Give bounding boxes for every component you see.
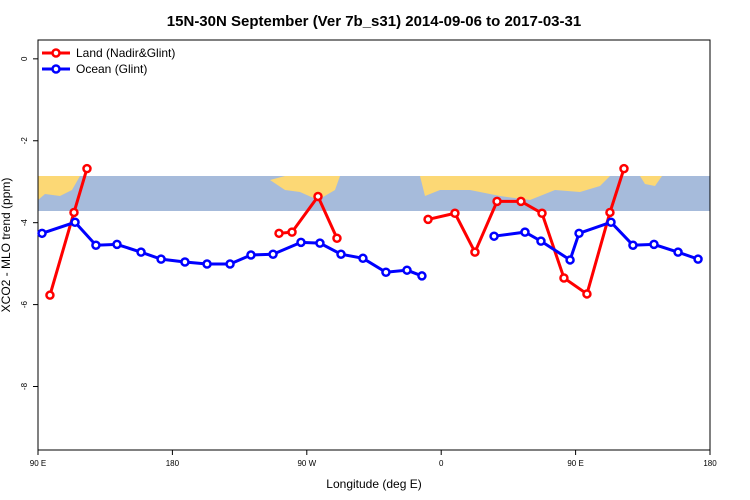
- data-point: [45, 290, 55, 300]
- data-point: [470, 247, 480, 257]
- data-point: [274, 228, 284, 239]
- data-point: [559, 273, 569, 283]
- data-point: [202, 259, 212, 269]
- data-point: [332, 233, 342, 243]
- y-tick-label: -2: [20, 137, 29, 145]
- data-point: [336, 249, 346, 259]
- data-point: [225, 259, 235, 269]
- data-point: [606, 217, 616, 228]
- legend-marker: [51, 48, 61, 58]
- data-point: [536, 236, 546, 246]
- data-point: [91, 240, 101, 250]
- data-point: [358, 253, 368, 264]
- data-point: [381, 267, 391, 277]
- data-point: [565, 255, 575, 265]
- data-point: [70, 217, 80, 228]
- x-tick-label: 0: [439, 459, 444, 468]
- x-tick-label: 180: [703, 459, 717, 468]
- y-tick-label: -4: [20, 219, 29, 227]
- data-point: [313, 191, 323, 202]
- data-point: [649, 239, 659, 250]
- data-point: [69, 207, 79, 218]
- chart-title: 15N-30N September (Ver 7b_s31) 2014-09-0…: [167, 13, 581, 30]
- legend-label: Ocean (Glint): [76, 62, 147, 76]
- data-point: [537, 208, 547, 219]
- data-point: [287, 227, 297, 237]
- data-point: [693, 254, 703, 264]
- data-point: [246, 250, 256, 260]
- data-point: [582, 289, 592, 299]
- y-tick-label: -6: [20, 300, 29, 308]
- y-tick-label: -8: [20, 382, 29, 390]
- map-strip: [38, 176, 710, 211]
- data-point: [673, 247, 683, 257]
- x-tick-label: 90 E: [567, 459, 583, 468]
- x-tick-label: 90 E: [30, 459, 46, 468]
- data-point: [37, 228, 47, 239]
- data-point: [489, 231, 499, 241]
- data-point: [112, 239, 122, 250]
- data-point: [520, 227, 530, 237]
- x-tick-label: 90 W: [297, 459, 316, 468]
- data-point: [136, 247, 146, 257]
- legend-marker: [51, 64, 61, 74]
- legend-label: Land (Nadir&Glint): [76, 46, 175, 60]
- data-point: [450, 208, 460, 219]
- data-point: [156, 254, 166, 264]
- data-point: [417, 271, 427, 281]
- data-point: [82, 163, 92, 174]
- data-point: [402, 265, 412, 275]
- data-point: [423, 214, 433, 225]
- x-axis-label: Longitude (deg E): [326, 477, 421, 491]
- data-point: [315, 238, 325, 248]
- plot-frame: [37, 39, 711, 451]
- data-point: [492, 196, 502, 207]
- data-point: [574, 228, 584, 239]
- data-point: [268, 249, 278, 259]
- x-tick-label: 180: [166, 459, 180, 468]
- data-point: [296, 237, 306, 248]
- data-point: [516, 196, 526, 207]
- data-point: [628, 240, 638, 250]
- y-axis-label: XCO2 - MLO trend (ppm): [0, 178, 13, 313]
- data-point: [619, 163, 629, 174]
- y-tick-label: 0: [20, 56, 29, 61]
- data-point: [180, 257, 190, 267]
- data-point: [605, 207, 615, 218]
